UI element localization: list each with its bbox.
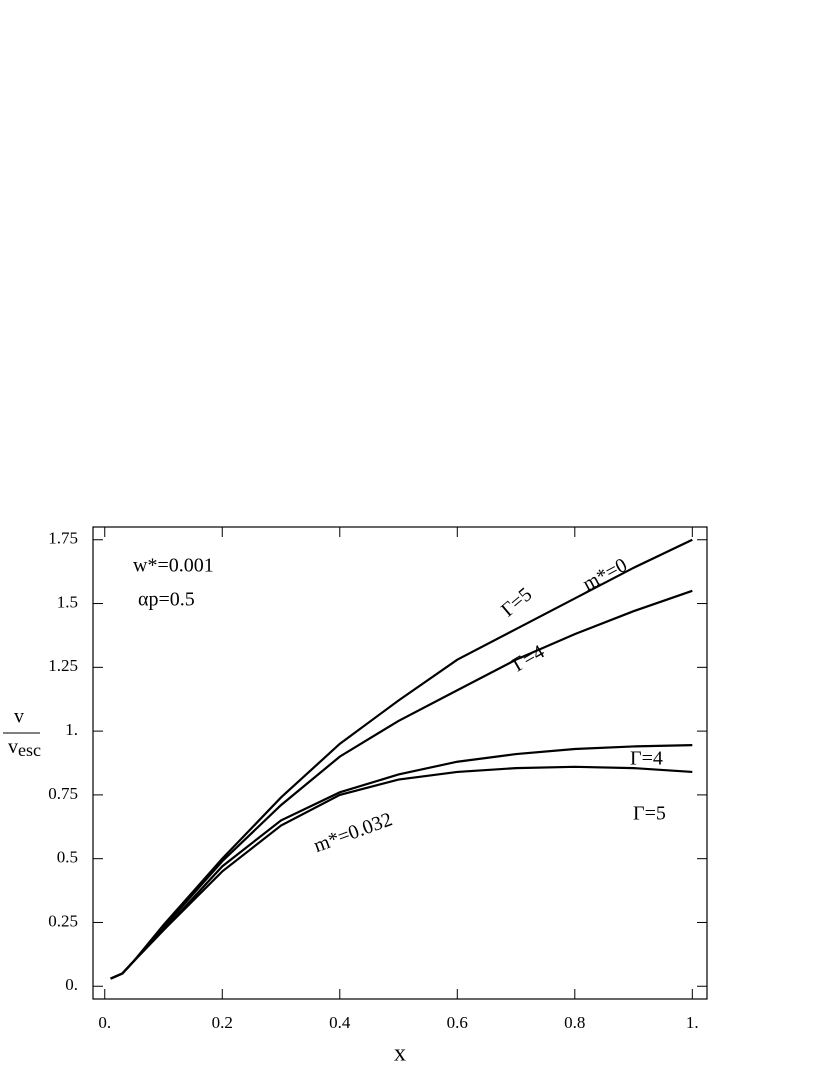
annotation: Γ=5 [633, 803, 666, 825]
x-tick-label: 0.2 [212, 1013, 233, 1032]
y-tick-label: 1.75 [48, 529, 78, 548]
x-tick-label: 0.8 [564, 1013, 585, 1032]
y-tick-label: 0. [65, 975, 78, 994]
annotation: Γ=4 [630, 748, 663, 770]
x-tick-label: 0. [98, 1013, 111, 1032]
y-tick-label: 1. [65, 720, 78, 739]
y-tick-label: 1.25 [48, 656, 78, 675]
annotation: m*=0 [579, 554, 631, 595]
y-axis-label-numerator: v [14, 706, 24, 728]
series-line [110, 538, 693, 980]
series-line [110, 589, 693, 980]
y-tick-label: 0.5 [57, 848, 78, 867]
ylabel-v: v [8, 736, 18, 758]
x-tick-label: 0.4 [329, 1013, 351, 1032]
annotation: w*=0.001 [133, 555, 214, 577]
annotation: αp=0.5 [138, 589, 195, 611]
x-tick-label: 0.6 [447, 1013, 468, 1032]
y-tick-label: 1.5 [57, 592, 78, 611]
x-axis-label: x [394, 1041, 406, 1067]
y-tick-label: 0.75 [48, 784, 78, 803]
x-tick-label: 1. [686, 1013, 699, 1032]
series-line [110, 765, 693, 980]
annotation: Γ=5 [497, 583, 536, 621]
ylabel-sub: esc [18, 740, 41, 760]
y-tick-label: 0.25 [48, 911, 78, 930]
y-axis-label-denominator: vesc [8, 736, 41, 761]
annotation: Γ=4 [509, 641, 548, 676]
plot-frame [92, 526, 708, 1000]
annotation: m*=0.032 [311, 808, 395, 857]
